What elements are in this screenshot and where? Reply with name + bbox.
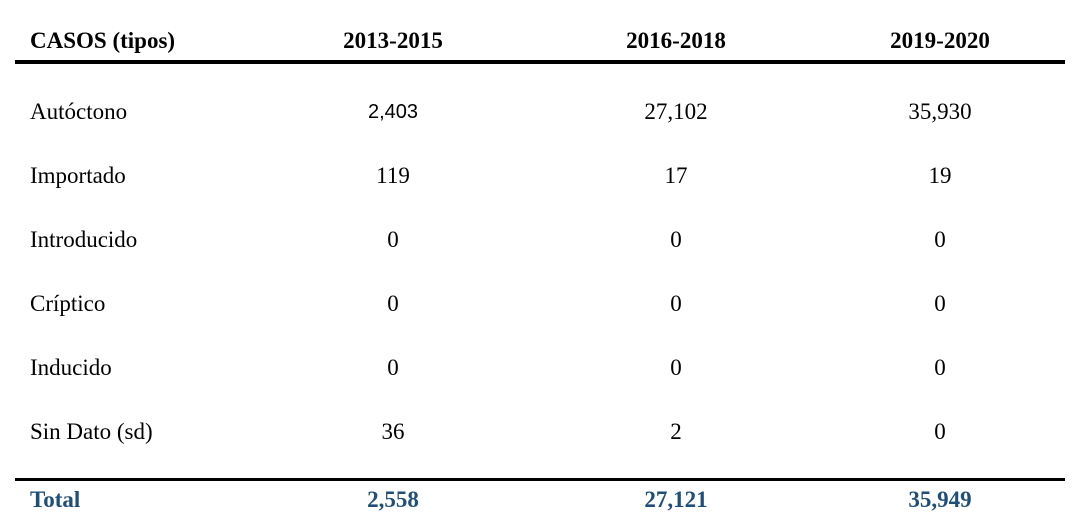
cell-value: 19: [928, 163, 952, 188]
total-value: 27,121: [644, 486, 708, 512]
column-header-2016-2018: 2016-2018: [626, 28, 726, 53]
cell-value: 0: [387, 355, 399, 380]
row-label: Autóctono: [30, 99, 128, 124]
cell-value: 119: [376, 163, 410, 188]
row-label: Importado: [30, 163, 126, 188]
cell-value: 36: [381, 419, 405, 444]
total-value: 2,558: [367, 486, 419, 512]
column-header-2013-2015: 2013-2015: [343, 28, 443, 53]
row-label: Críptico: [30, 291, 106, 316]
table-row-sin-dato: Sin Dato (sd) 36 2 0: [15, 400, 1065, 480]
cell-value: 35,930: [908, 99, 972, 124]
table-row-importado: Importado 119 17 19: [15, 144, 1065, 208]
table-row-criptico: Críptico 0 0 0: [15, 272, 1065, 336]
cell-value: 2: [670, 419, 682, 444]
cell-value: 0: [670, 355, 682, 380]
cell-value: 0: [387, 291, 399, 316]
cell-value: 0: [387, 227, 399, 252]
row-label: Sin Dato (sd): [30, 419, 153, 444]
cell-value: 0: [934, 291, 946, 316]
cell-value: 27,102: [644, 99, 708, 124]
cell-value: 2,403: [367, 100, 419, 123]
table-row-inducido: Inducido 0 0 0: [15, 336, 1065, 400]
cell-value: 0: [934, 355, 946, 380]
row-label: Inducido: [30, 355, 112, 380]
cell-value: 17: [664, 163, 688, 188]
column-header-2019-2020: 2019-2020: [890, 28, 990, 53]
total-label: Total: [30, 486, 81, 512]
cell-value: 0: [934, 419, 946, 444]
table-row-autoctono: Autóctono 2,403 27,102 35,930: [15, 62, 1065, 144]
cases-by-type-table: CASOS (tipos) 2013-2015 2016-2018 2019-2…: [15, 16, 1065, 518]
cell-value: 0: [670, 291, 682, 316]
header-row: CASOS (tipos) 2013-2015 2016-2018 2019-2…: [15, 16, 1065, 62]
row-label: Introducido: [30, 227, 138, 252]
cell-value: 0: [934, 227, 946, 252]
total-row: Total 2,558 27,121 35,949: [15, 479, 1065, 518]
table-row-introducido: Introducido 0 0 0: [15, 208, 1065, 272]
total-value: 35,949: [908, 486, 972, 512]
cell-value: 0: [670, 227, 682, 252]
column-header-casos-tipos: CASOS (tipos): [30, 28, 176, 53]
